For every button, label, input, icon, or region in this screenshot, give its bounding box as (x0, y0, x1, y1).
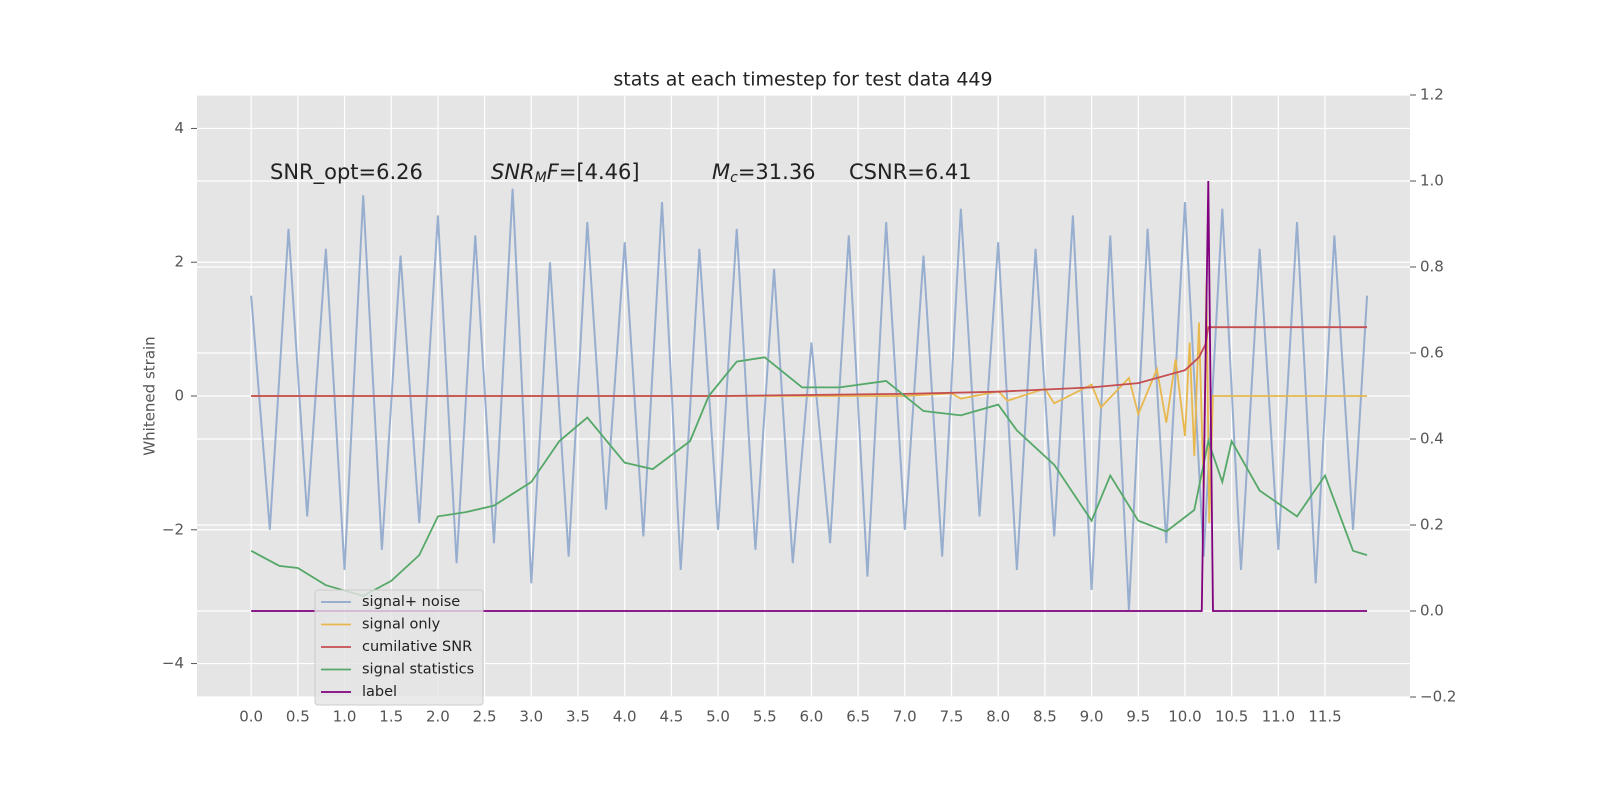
x-tick-label: 8.0 (986, 708, 1010, 726)
y2-tick-label: 1.0 (1420, 172, 1444, 190)
x-tick-label: 6.0 (800, 708, 824, 726)
legend-label: cumilative SNR (362, 639, 472, 655)
legend-label: label (362, 684, 397, 700)
annotation-part: =31.36 (738, 160, 816, 184)
x-tick-label: 6.5 (846, 708, 870, 726)
annotation-part: CSNR=6.41 (849, 160, 972, 184)
x-tick-label: 4.0 (613, 708, 637, 726)
x-tick-label: 7.5 (940, 708, 964, 726)
x-tick-label: 11.0 (1262, 708, 1295, 726)
x-tick-label: 5.5 (753, 708, 777, 726)
x-tick-label: 10.5 (1215, 708, 1248, 726)
annotation: Mc=31.36 (712, 160, 816, 186)
annotation-part: F (547, 160, 560, 184)
y2-tick-label: 0.4 (1420, 430, 1444, 448)
x-tick-label: 0.5 (286, 708, 310, 726)
y2-tick-label: 1.2 (1420, 86, 1444, 104)
y-tick-label: 2 (174, 253, 184, 271)
annotation-part: SNR_opt=6.26 (270, 160, 423, 185)
legend-label: signal statistics (362, 662, 474, 678)
annotation-part: c (730, 170, 738, 186)
x-tick-label: 1.0 (333, 708, 357, 726)
y2-tick-label: −0.2 (1420, 688, 1456, 706)
y2-tick-label: 0.8 (1420, 258, 1444, 276)
y-tick-label: 4 (174, 119, 184, 137)
y-tick-label: 0 (174, 387, 184, 405)
x-tick-label: 9.5 (1126, 708, 1150, 726)
y-axis-label: Whitened strain (141, 336, 159, 455)
annotation-part: M (712, 160, 730, 184)
x-tick-label: 2.0 (426, 708, 450, 726)
legend-label: signal+ noise (362, 594, 460, 610)
x-tick-label: 3.5 (566, 708, 590, 726)
y2-tick-label: 0.2 (1420, 516, 1444, 534)
annotation-part: SNR (491, 160, 535, 184)
series-line (250, 188, 1369, 611)
x-tick-label: 8.5 (1033, 708, 1057, 726)
x-tick-label: 5.0 (706, 708, 730, 726)
x-tick-label: 4.5 (659, 708, 683, 726)
annotation-part: M (535, 170, 547, 186)
chart-title: stats at each timestep for test data 449 (613, 69, 992, 91)
x-tick-label: 10.0 (1168, 708, 1201, 726)
y2-tick-label: 0.6 (1420, 344, 1444, 362)
x-tick-label: 1.5 (379, 708, 403, 726)
y-tick-label: −2 (162, 520, 184, 538)
x-tick-label: 7.0 (893, 708, 917, 726)
y2-tick-label: 0.0 (1420, 602, 1444, 620)
annotation: SNRMF=[4.46] (491, 160, 640, 186)
x-tick-label: 9.0 (1080, 708, 1104, 726)
annotation: SNR_opt=6.26 (270, 160, 423, 185)
x-tick-label: 2.5 (473, 708, 497, 726)
legend-label: signal only (362, 617, 441, 633)
legend-box (314, 589, 484, 706)
annotation-part: =[4.46] (559, 160, 640, 184)
series-line (250, 356, 1368, 597)
x-tick-label: 0.0 (239, 708, 263, 726)
x-tick-label: 11.5 (1308, 708, 1341, 726)
x-tick-label: 3.0 (519, 708, 543, 726)
series-line (251, 180, 1368, 612)
annotation: CSNR=6.41 (849, 160, 972, 184)
y-tick-label: −4 (162, 654, 184, 672)
